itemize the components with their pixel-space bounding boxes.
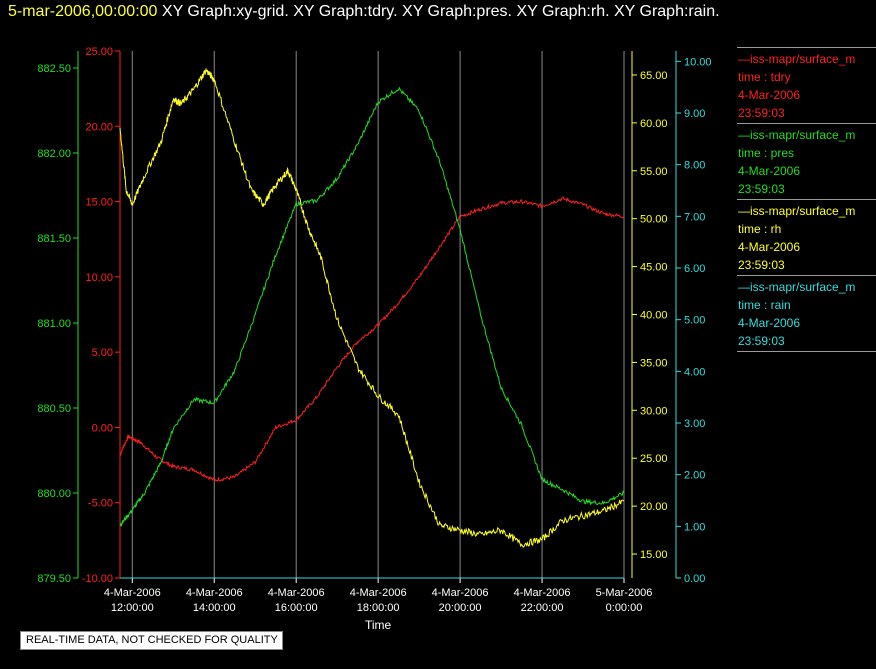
legend-variable: time : rain [738,298,791,312]
rain-tick-label: 6.00 [684,263,705,275]
rh-tick-label: 60.00 [640,118,668,130]
pres-tick-label: 881.00 [37,318,71,330]
rh-tick-label: 30.00 [640,405,668,417]
legend-item-rain[interactable]: —iss-mapr/surface_m time : rain 4-Mar-20… [737,275,876,352]
tdry-tick-label: 0.00 [92,422,113,434]
legend-variable: time : pres [738,146,795,160]
legend-item-rh[interactable]: —iss-mapr/surface_m time : rh 4-Mar-2006… [737,199,876,275]
x-tick-label-time: 14:00:00 [193,602,236,614]
tdry-tick-label: 25.00 [85,46,113,58]
tdry-tick-label: -10.00 [82,573,113,585]
rain-tick-label: 7.00 [684,211,705,223]
x-tick-label-time: 20:00:00 [439,602,482,614]
rh-tick-label: 65.00 [640,70,668,82]
rh-tick-label: 40.00 [640,310,668,322]
x-tick-label-date: 4-Mar-2006 [268,587,325,599]
x-tick-label-date: 4-Mar-2006 [514,587,571,599]
tdry-tick-label: 20.00 [85,121,113,133]
graph-title-rh: XY Graph:rh. [516,3,610,20]
x-tick-label-date: 4-Mar-2006 [350,587,407,599]
rh-tick-label: 15.00 [640,549,668,561]
pres-tick-label: 880.50 [37,403,71,415]
legend-source: —iss-mapr/surface_m [738,280,856,294]
timestamp: 5-mar-2006,00:00:00 [8,3,158,20]
x-tick-label-date: 4-Mar-2006 [186,587,243,599]
graph-title-rain: XY Graph:rain. [614,3,720,20]
legend-date: 4-Mar-2006 [738,88,801,102]
legend-source: —iss-mapr/surface_m [738,128,856,142]
legend-date: 4-Mar-2006 [738,164,801,178]
legend-date: 4-Mar-2006 [738,316,801,330]
x-tick-label-date: 5-Mar-2006 [596,587,653,599]
tdry-tick-label: 5.00 [92,347,113,359]
tdry-tick-label: 10.00 [85,272,113,284]
rain-tick-label: 4.00 [684,366,705,378]
rh-tick-label: 55.00 [640,166,668,178]
rh-tick-label: 45.00 [640,262,668,274]
rh-tick-label: 25.00 [640,453,668,465]
x-tick-label-time: 16:00:00 [275,602,318,614]
tdry-tick-label: -5.00 [88,498,113,510]
legend-item-tdry[interactable]: —iss-mapr/surface_m time : tdry 4-Mar-20… [737,47,876,123]
legend-time: 23:59:03 [738,258,785,272]
pres-tick-label: 880.00 [37,488,71,500]
legend-source: —iss-mapr/surface_m [738,204,856,218]
rain-tick-label: 10.00 [684,56,712,68]
graph-header: 5-mar-2006,00:00:00 XY Graph:xy-grid. XY… [8,3,720,21]
legend-time: 23:59:03 [738,334,785,348]
x-tick-label-time: 18:00:00 [357,602,400,614]
rain-tick-label: 0.00 [684,573,705,585]
x-tick-label-time: 22:00:00 [521,602,564,614]
legend-item-pres[interactable]: —iss-mapr/surface_m time : pres 4-Mar-20… [737,123,876,199]
x-tick-label-time: 0:00:00 [606,602,643,614]
quality-note: REAL-TIME DATA, NOT CHECKED FOR QUALITY [20,631,283,650]
rain-tick-label: 3.00 [684,418,705,430]
series-line-pres [119,86,625,528]
rh-tick-label: 35.00 [640,357,668,369]
tdry-tick-label: 15.00 [85,197,113,209]
pres-tick-label: 881.50 [37,233,71,245]
x-tick-label-date: 4-Mar-2006 [432,587,489,599]
rain-tick-label: 1.00 [684,521,705,533]
rh-tick-label: 50.00 [640,214,668,226]
graph-title-pres: XY Graph:pres. [402,3,512,20]
rain-tick-label: 9.00 [684,108,705,120]
pres-tick-label: 882.50 [37,63,71,75]
pres-tick-label: 879.50 [37,573,71,585]
legend: —iss-mapr/surface_m time : tdry 4-Mar-20… [737,47,876,352]
rain-tick-label: 8.00 [684,160,705,172]
series-line-tdry [119,196,625,483]
x-tick-label-time: 12:00:00 [111,602,154,614]
legend-time: 23:59:03 [738,106,785,120]
graph-title-tdry: XY Graph:tdry. [293,3,398,20]
x-axis-title: Time [365,618,392,632]
pres-tick-label: 882.00 [37,148,71,160]
legend-date: 4-Mar-2006 [738,240,801,254]
legend-variable: time : rh [738,222,782,236]
legend-time: 23:59:03 [738,182,785,196]
rain-tick-label: 2.00 [684,470,705,482]
legend-variable: time : tdry [738,70,791,84]
graph-title-xy-grid: XY Graph:xy-grid. [161,3,289,20]
rain-tick-label: 5.00 [684,315,705,327]
series-line-rh [119,68,625,548]
rh-tick-label: 20.00 [640,501,668,513]
legend-source: —iss-mapr/surface_m [738,52,856,66]
x-tick-label-date: 4-Mar-2006 [104,587,161,599]
